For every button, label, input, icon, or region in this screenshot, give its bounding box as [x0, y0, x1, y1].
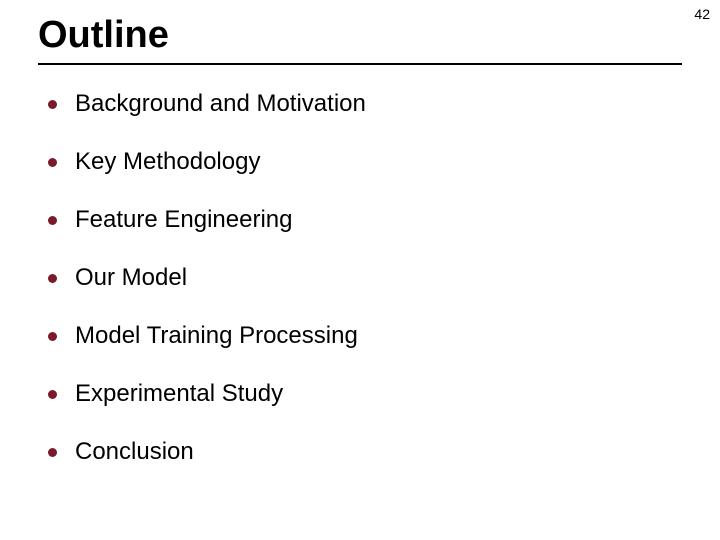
list-item: Our Model — [48, 264, 680, 292]
bullet-icon — [48, 158, 57, 167]
list-item: Feature Engineering — [48, 206, 680, 234]
bullet-icon — [48, 448, 57, 457]
list-item-label: Feature Engineering — [75, 206, 292, 234]
list-item: Key Methodology — [48, 148, 680, 176]
list-item-label: Model Training Processing — [75, 322, 358, 350]
list-item-label: Experimental Study — [75, 380, 283, 408]
list-item: Model Training Processing — [48, 322, 680, 350]
list-item-label: Background and Motivation — [75, 90, 366, 118]
bullet-icon — [48, 100, 57, 109]
title-block: Outline — [38, 14, 682, 65]
bullet-icon — [48, 390, 57, 399]
bullet-icon — [48, 274, 57, 283]
list-item: Background and Motivation — [48, 90, 680, 118]
list-item-label: Key Methodology — [75, 148, 260, 176]
slide: 42 Outline Background and Motivation Key… — [0, 0, 720, 540]
list-item-label: Conclusion — [75, 438, 194, 466]
list-item: Conclusion — [48, 438, 680, 466]
page-number: 42 — [694, 6, 710, 22]
slide-title: Outline — [38, 14, 682, 57]
outline-list: Background and Motivation Key Methodolog… — [48, 90, 680, 496]
bullet-icon — [48, 332, 57, 341]
title-underline — [38, 63, 682, 65]
list-item-label: Our Model — [75, 264, 187, 292]
bullet-icon — [48, 216, 57, 225]
list-item: Experimental Study — [48, 380, 680, 408]
